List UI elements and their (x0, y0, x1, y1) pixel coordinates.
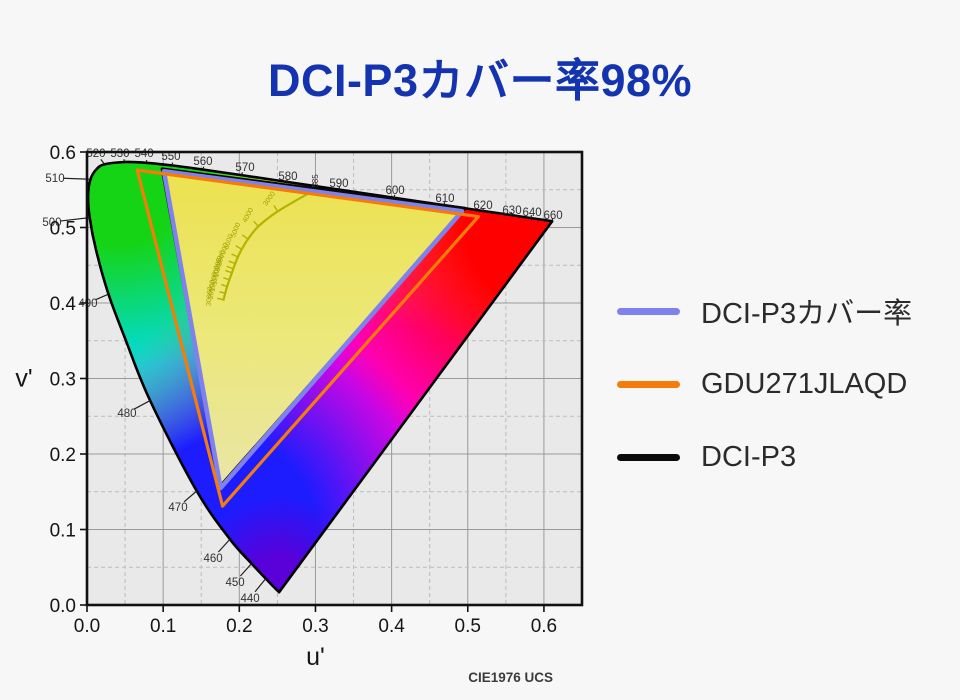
svg-text:550: 550 (161, 151, 180, 163)
legend-label-monitor: GDU271JLAQD (701, 367, 908, 400)
svg-text:530: 530 (110, 148, 129, 160)
svg-text:590: 590 (329, 178, 348, 190)
chromaticity-diagram: 3000400050006000700080009000100001200015… (15, 143, 584, 685)
svg-text:460: 460 (203, 553, 222, 565)
svg-text:0.4: 0.4 (50, 294, 77, 315)
svg-text:0.4: 0.4 (378, 616, 405, 637)
svg-text:585: 585 (311, 174, 320, 188)
svg-text:440: 440 (240, 593, 259, 605)
svg-text:7000: 7000 (219, 242, 230, 259)
svg-text:15000: 15000 (210, 272, 219, 292)
svg-text:30000: 30000 (206, 286, 214, 306)
svg-text:6000: 6000 (223, 233, 235, 250)
svg-text:0.6: 0.6 (50, 143, 76, 164)
svg-text:0.0: 0.0 (74, 616, 100, 637)
svg-text:u': u' (306, 643, 325, 671)
svg-text:620: 620 (473, 200, 492, 212)
page-title: DCI-P3カバー率98% (267, 55, 693, 106)
svg-text:580: 580 (278, 171, 297, 183)
svg-text:10000: 10000 (213, 258, 223, 278)
svg-text:560: 560 (193, 156, 212, 168)
svg-text:570: 570 (235, 162, 254, 174)
legend-item-dcip3: DCI-P3 (617, 432, 912, 482)
svg-text:0.1: 0.1 (50, 521, 76, 542)
svg-text:9000: 9000 (215, 255, 225, 272)
svg-text:600: 600 (385, 185, 404, 197)
coverage-line-swatch (617, 307, 680, 315)
svg-text:660: 660 (543, 210, 562, 222)
svg-text:510: 510 (45, 173, 64, 185)
svg-text:0.0: 0.0 (50, 596, 76, 617)
svg-text:0.6: 0.6 (531, 616, 557, 637)
svg-text:0.2: 0.2 (50, 445, 76, 466)
svg-text:540: 540 (134, 148, 153, 160)
svg-text:480: 480 (117, 408, 136, 420)
svg-text:450: 450 (225, 577, 244, 589)
legend-item-monitor: GDU271JLAQD (617, 359, 912, 409)
svg-text:8000: 8000 (216, 250, 226, 267)
svg-text:0.3: 0.3 (50, 370, 76, 391)
svg-text:630: 630 (502, 205, 521, 217)
svg-text:0.2: 0.2 (226, 616, 252, 637)
dcip3-line-swatch (617, 453, 680, 461)
legend-label-dcip3: DCI-P3 (701, 440, 797, 473)
svg-text:640: 640 (522, 207, 541, 219)
svg-text:520: 520 (86, 148, 105, 160)
monitor-line-swatch (617, 380, 680, 388)
svg-text:v': v' (15, 365, 32, 393)
svg-text:CIE1976 UCS: CIE1976 UCS (468, 670, 553, 685)
svg-text:0.1: 0.1 (150, 616, 176, 637)
svg-text:0.5: 0.5 (50, 219, 76, 240)
svg-text:12000: 12000 (211, 265, 220, 285)
svg-text:20000: 20000 (208, 279, 217, 299)
svg-text:0.3: 0.3 (302, 616, 328, 637)
svg-text:500: 500 (42, 217, 61, 229)
svg-text:470: 470 (168, 502, 187, 514)
svg-text:610: 610 (435, 193, 454, 205)
legend-label-coverage: DCI-P3カバー率 (701, 298, 913, 330)
legend-item-coverage: DCI-P3カバー率 (617, 286, 912, 336)
svg-text:0.5: 0.5 (455, 616, 481, 637)
legend: DCI-P3カバー率 GDU271JLAQD DCI-P3 (617, 286, 912, 505)
